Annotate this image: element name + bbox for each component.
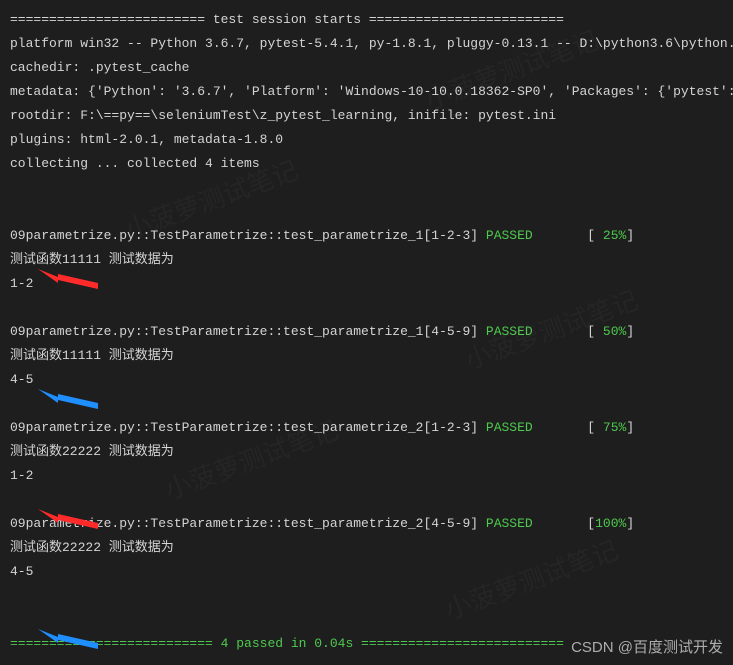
test-name: 09parametrize.py::TestParametrize::test_… — [10, 516, 486, 531]
test-data-line: 4-5 — [10, 560, 723, 584]
blank-line — [10, 608, 723, 632]
test-result-line: 09parametrize.py::TestParametrize::test_… — [10, 320, 723, 344]
blank-line — [10, 584, 723, 608]
pct-bracket: ] — [626, 516, 634, 531]
pct-bracket: [ — [533, 324, 603, 339]
pct-bracket: [ — [533, 420, 603, 435]
pct-bracket: ] — [626, 324, 634, 339]
test-percent: 25% — [603, 228, 626, 243]
rootdir-line: rootdir: F:\==py==\seleniumTest\z_pytest… — [10, 104, 723, 128]
test-status: PASSED — [486, 324, 533, 339]
blank-line — [10, 296, 723, 320]
blank-line — [10, 176, 723, 200]
test-percent: 50% — [603, 324, 626, 339]
test-name: 09parametrize.py::TestParametrize::test_… — [10, 228, 486, 243]
blank-line — [10, 200, 723, 224]
test-data-line: 4-5 — [10, 368, 723, 392]
blank-line — [10, 488, 723, 512]
csdn-watermark: CSDN @百度测试开发 — [571, 636, 723, 657]
test-name: 09parametrize.py::TestParametrize::test_… — [10, 420, 486, 435]
test-status: PASSED — [486, 420, 533, 435]
collecting-line: collecting ... collected 4 items — [10, 152, 723, 176]
test-status: PASSED — [486, 516, 533, 531]
test-message-line: 测试函数22222 测试数据为 — [10, 536, 723, 560]
test-message-line: 测试函数11111 测试数据为 — [10, 248, 723, 272]
pct-bracket: ] — [626, 420, 634, 435]
test-message-line: 测试函数22222 测试数据为 — [10, 440, 723, 464]
test-percent: 75% — [603, 420, 626, 435]
test-data-line: 1-2 — [10, 272, 723, 296]
terminal-output: ========================= test session s… — [10, 8, 723, 656]
metadata-line: metadata: {'Python': '3.6.7', 'Platform'… — [10, 80, 723, 104]
test-status: PASSED — [486, 228, 533, 243]
test-data-line: 1-2 — [10, 464, 723, 488]
test-result-line: 09parametrize.py::TestParametrize::test_… — [10, 512, 723, 536]
plugins-line: plugins: html-2.0.1, metadata-1.8.0 — [10, 128, 723, 152]
blank-line — [10, 392, 723, 416]
cachedir-line: cachedir: .pytest_cache — [10, 56, 723, 80]
platform-line: platform win32 -- Python 3.6.7, pytest-5… — [10, 32, 723, 56]
pct-bracket: ] — [626, 228, 634, 243]
test-message-line: 测试函数11111 测试数据为 — [10, 344, 723, 368]
pct-bracket: [ — [533, 516, 595, 531]
session-start-line: ========================= test session s… — [10, 8, 723, 32]
test-name: 09parametrize.py::TestParametrize::test_… — [10, 324, 486, 339]
test-result-line: 09parametrize.py::TestParametrize::test_… — [10, 416, 723, 440]
pct-bracket: [ — [533, 228, 603, 243]
test-percent: 100% — [595, 516, 626, 531]
test-result-line: 09parametrize.py::TestParametrize::test_… — [10, 224, 723, 248]
